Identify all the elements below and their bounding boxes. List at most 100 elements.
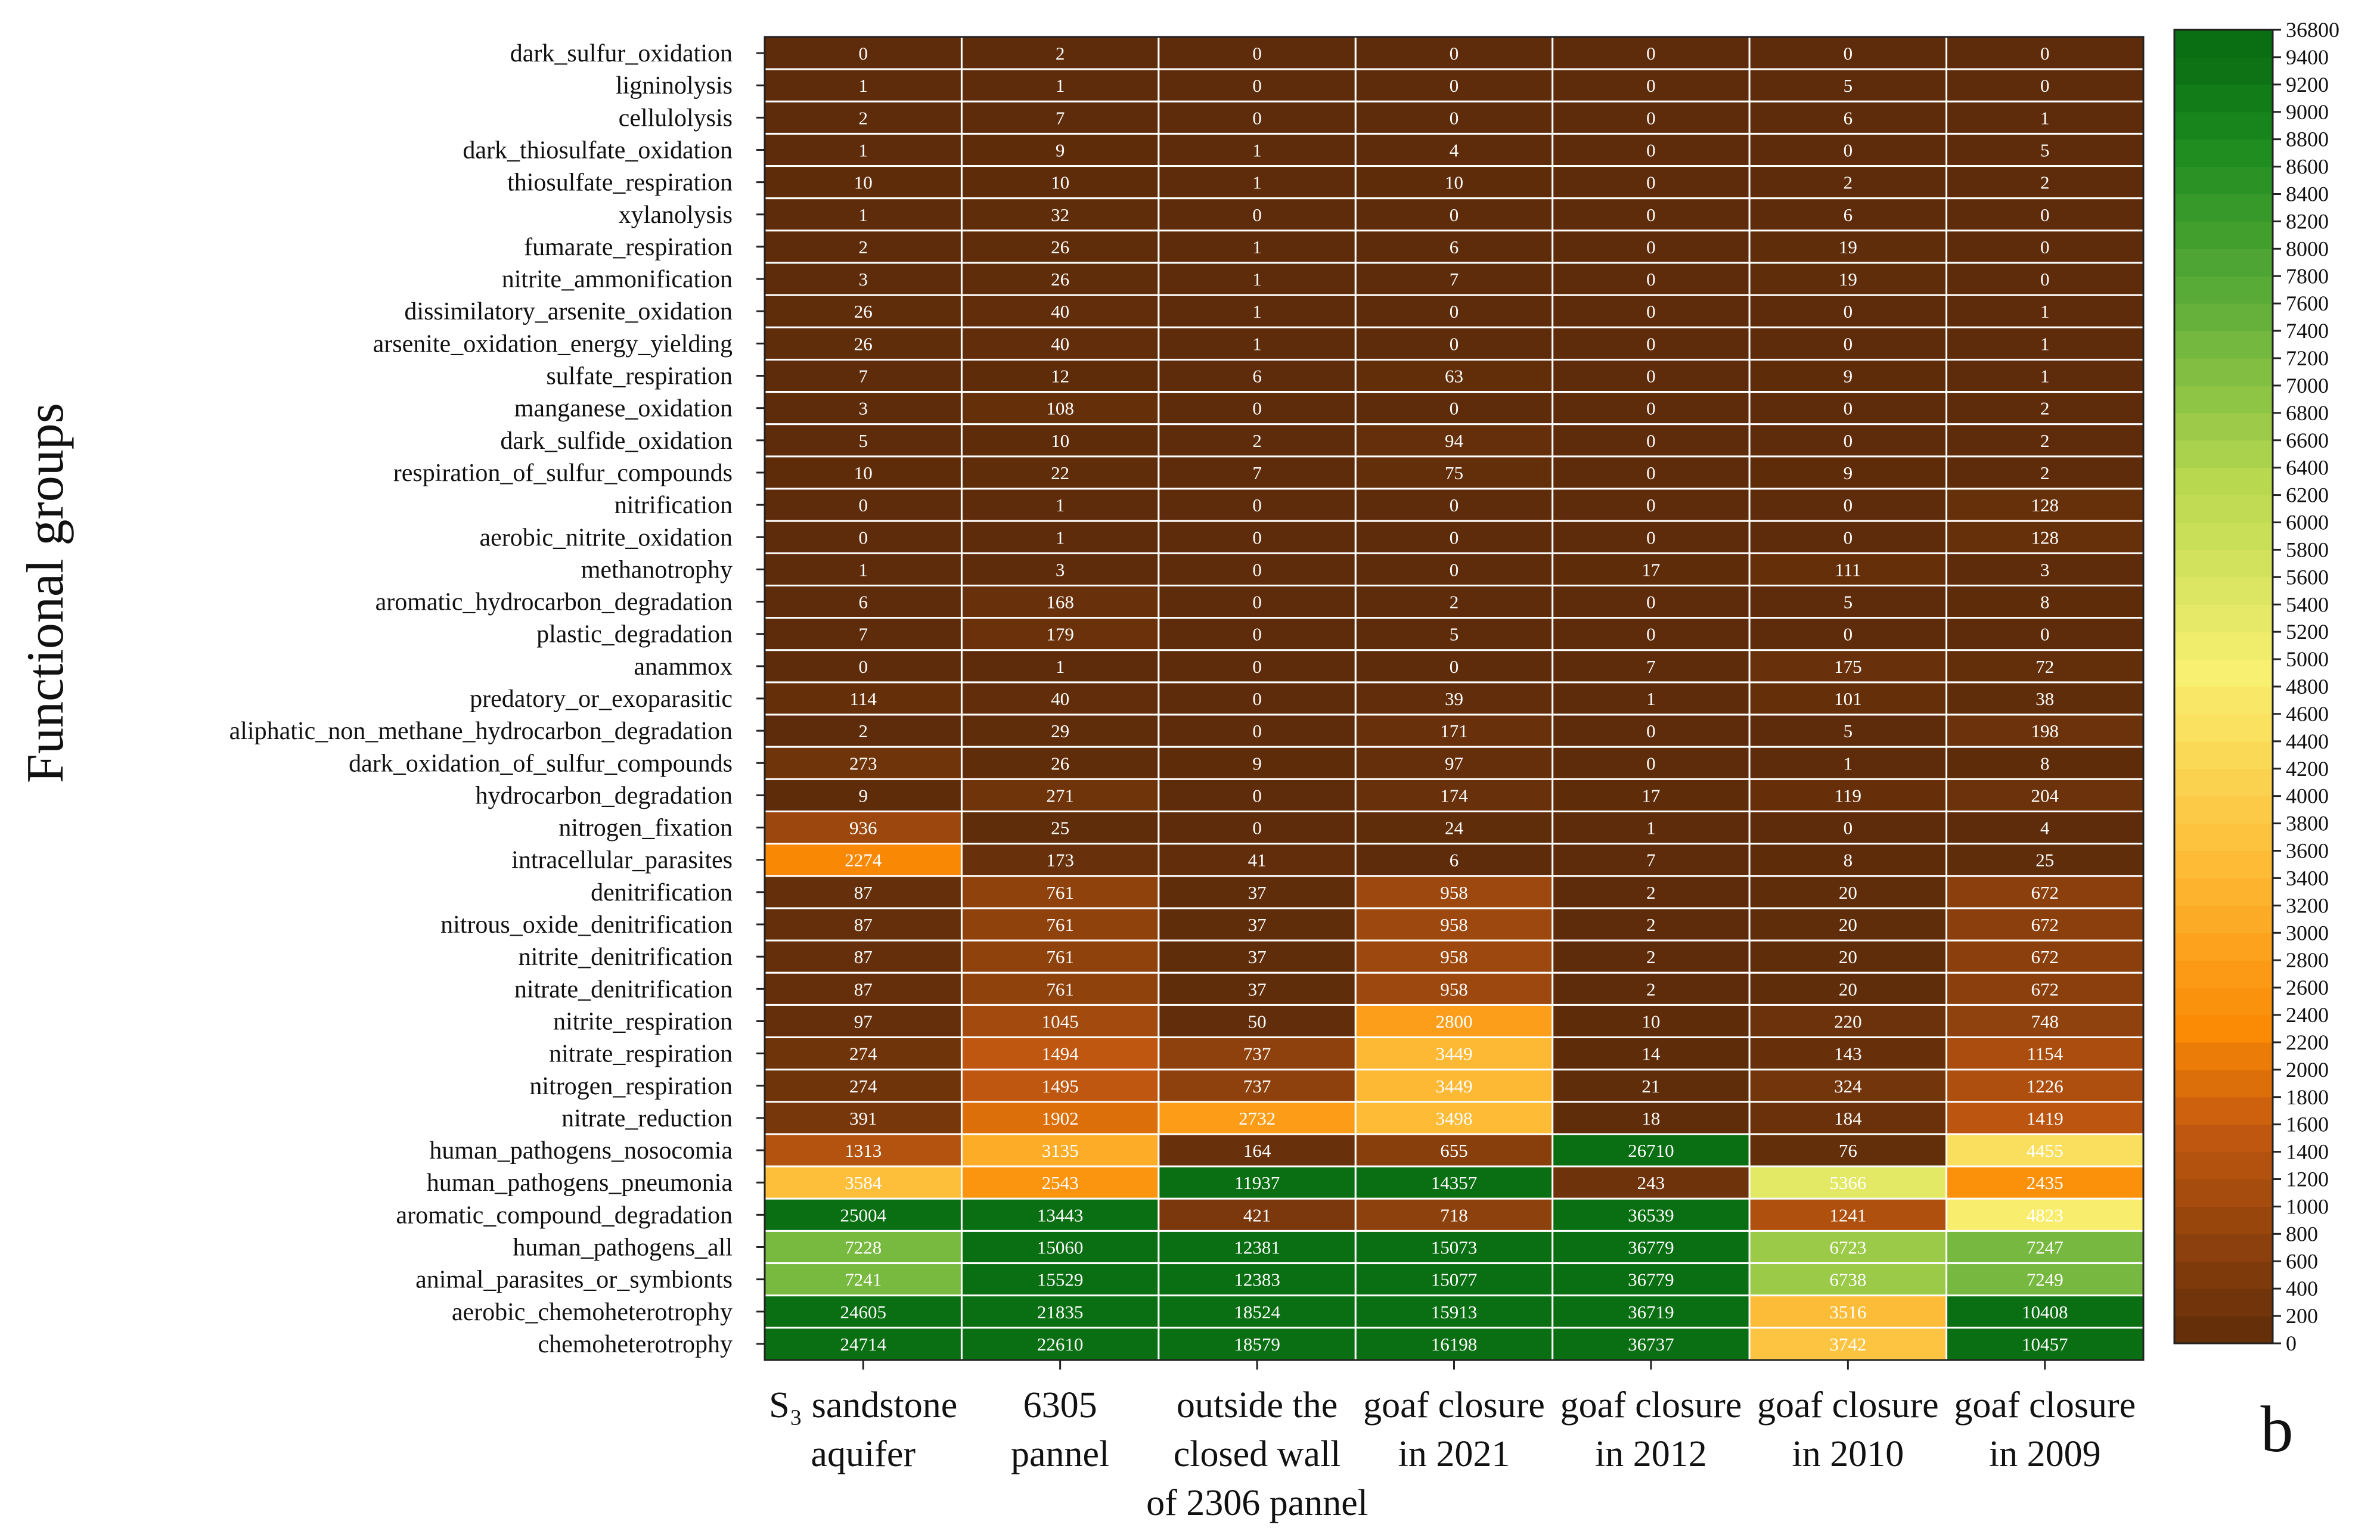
row-label: manganese_oxidation xyxy=(514,395,733,423)
cell-value-label: 2732 xyxy=(1239,1108,1276,1129)
cell-value-label: 37 xyxy=(1248,946,1267,967)
cell-value-label: 7 xyxy=(858,624,868,645)
row-label: chemoheterotrophy xyxy=(538,1331,733,1358)
cell-value-label: 0 xyxy=(1646,107,1656,128)
heatmap-cell xyxy=(1552,907,1751,942)
heatmap-cell xyxy=(1748,358,1948,393)
heatmap-cell xyxy=(1354,358,1554,393)
cell-value-label: 0 xyxy=(1252,107,1262,128)
heatmap-cell xyxy=(1158,423,1357,458)
cell-value-label: 0 xyxy=(1252,624,1262,645)
colorbar-segment xyxy=(2174,495,2273,523)
cell-value-label: 7 xyxy=(1056,107,1065,128)
colorbar-tick-label: 600 xyxy=(2286,1249,2318,1273)
cell-value-label: 718 xyxy=(1440,1204,1468,1225)
cell-value-label: 2 xyxy=(1252,430,1262,451)
colorbar-segment xyxy=(2174,850,2273,879)
cell-value-label: 0 xyxy=(1646,204,1656,225)
colorbar-tick-label: 2400 xyxy=(2286,1003,2329,1027)
heatmap-cell xyxy=(764,1165,963,1200)
cell-value-label: 7 xyxy=(858,366,868,387)
cell-value-label: 9 xyxy=(858,785,868,806)
colorbar-segment xyxy=(2174,358,2273,386)
heatmap-cell xyxy=(1748,617,1948,651)
cell-value-label: 5 xyxy=(1844,75,1853,96)
heatmap-cell xyxy=(1552,971,1751,1006)
cell-value-label: 6723 xyxy=(1829,1237,1866,1258)
cell-value-label: 174 xyxy=(1440,785,1468,806)
column-label: in 2021 xyxy=(1398,1434,1510,1474)
row-label: aerobic_chemoheterotrophy xyxy=(452,1299,733,1326)
heatmap-cell xyxy=(1748,939,1948,974)
cell-value-label: 0 xyxy=(1646,398,1656,419)
cell-value-label: 6 xyxy=(1450,850,1459,871)
heatmap-cells: 0 2 0 0 0 0 01 1 0 0 0 5 02 7 0 0 0 6 11 9 1 4 0 0 510 10 1 10 0 2 21 3… xyxy=(764,36,2145,1361)
cell-value-label: 391 xyxy=(849,1108,877,1129)
row-label: nitrite_ammonification xyxy=(502,266,733,293)
cell-value-label: 7 xyxy=(1646,656,1656,677)
cell-value-label: 2 xyxy=(1646,914,1656,935)
heatmap-cell xyxy=(1552,1069,1751,1103)
cell-value-label: 119 xyxy=(1835,785,1861,806)
heatmap-cell xyxy=(1354,488,1554,522)
colorbar-tick-label: 9000 xyxy=(2286,100,2329,124)
heatmap-cell xyxy=(1552,1036,1751,1071)
heatmap-cell xyxy=(1748,455,1948,490)
cell-value-label: 12381 xyxy=(1234,1237,1280,1258)
cell-value-label: 2 xyxy=(2040,462,2050,483)
cell-value-label: 10 xyxy=(1051,172,1069,193)
cell-value-label: 0 xyxy=(1450,656,1459,677)
heatmap-cell xyxy=(960,358,1160,393)
cell-value-label: 9 xyxy=(1844,462,1853,483)
cell-value-label: 0 xyxy=(1844,527,1853,548)
heatmap-cell xyxy=(1945,262,2145,296)
colorbar-segment xyxy=(2174,1151,2273,1180)
cell-value-label: 2 xyxy=(1646,946,1656,967)
row-label: nitrate_reduction xyxy=(561,1105,733,1132)
cell-value-label: 19 xyxy=(1839,237,1857,257)
colorbar-tick-label: 7800 xyxy=(2286,264,2329,288)
cell-value-label: 0 xyxy=(2040,624,2050,645)
heatmap-cell xyxy=(1748,649,1948,684)
row-label: nitrogen_respiration xyxy=(529,1073,733,1100)
cell-value-label: 8 xyxy=(2040,753,2050,774)
heatmap-cell xyxy=(960,1229,1160,1265)
cell-value-label: 324 xyxy=(1834,1076,1862,1097)
cell-value-label: 1 xyxy=(1844,753,1853,774)
colorbar-tick-label: 200 xyxy=(2286,1304,2318,1328)
cell-value-label: 128 xyxy=(2031,527,2059,548)
cell-value-label: 50 xyxy=(1248,1011,1267,1032)
colorbar-segment xyxy=(2174,659,2273,687)
colorbar-segment xyxy=(2174,1261,2273,1289)
colorbar-segment xyxy=(2174,249,2273,277)
cell-value-label: 1 xyxy=(2040,301,2050,322)
heatmap-cell xyxy=(1748,1197,1948,1232)
heatmap-cell xyxy=(1158,229,1357,264)
colorbar-segment xyxy=(2174,1097,2273,1125)
row-label: respiration_of_sulfur_compounds xyxy=(393,459,733,487)
heatmap-cell xyxy=(1945,1229,2145,1265)
cell-value-label: 36737 xyxy=(1628,1334,1674,1355)
colorbar-segment xyxy=(2174,412,2273,441)
cell-value-label: 958 xyxy=(1440,946,1468,967)
colorbar-segment xyxy=(2174,440,2273,468)
cell-value-label: 72 xyxy=(2035,656,2054,677)
column-label: goaf closure xyxy=(1363,1385,1545,1426)
column-label: aquifer xyxy=(811,1434,916,1474)
colorbar-segment xyxy=(2174,303,2273,331)
cell-value-label: 0 xyxy=(1646,430,1656,451)
heatmap-cell xyxy=(1945,681,2145,716)
cell-value-label: 421 xyxy=(1243,1204,1271,1225)
row-label: cellulolysis xyxy=(619,104,733,132)
cell-value-label: 2 xyxy=(1646,979,1656,999)
heatmap-cell xyxy=(1354,1165,1554,1200)
cell-value-label: 0 xyxy=(1844,818,1853,839)
cell-value-label: 17 xyxy=(1642,559,1660,580)
cell-value-label: 0 xyxy=(1646,366,1656,387)
cell-value-label: 87 xyxy=(854,946,873,967)
cell-value-label: 0 xyxy=(1646,753,1656,774)
cell-value-label: 2800 xyxy=(1436,1011,1473,1032)
colorbar-tick-label: 4200 xyxy=(2286,757,2329,781)
heatmap-cell xyxy=(764,165,963,200)
